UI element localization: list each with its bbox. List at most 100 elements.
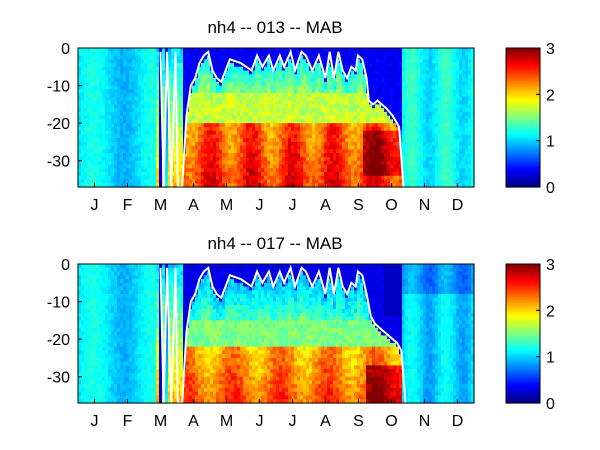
heatmap-cell	[270, 108, 274, 113]
heatmap-cell	[219, 104, 223, 109]
heatmap-cell	[291, 89, 295, 94]
heatmap-cell	[405, 78, 409, 83]
heatmap-cell	[420, 149, 424, 154]
heatmap-cell	[384, 153, 388, 158]
heatmap-cell	[195, 78, 199, 83]
heatmap-cell	[414, 183, 418, 188]
heatmap-cell	[408, 63, 412, 68]
heatmap-cell	[138, 149, 142, 154]
heatmap-cell	[396, 48, 400, 53]
heatmap-cell	[186, 160, 190, 166]
heatmap-cell	[294, 74, 298, 79]
heatmap-cell	[282, 123, 286, 128]
heatmap-cell	[144, 119, 148, 124]
heatmap-cell	[309, 145, 313, 151]
heatmap-cell	[378, 70, 382, 75]
heatmap-cell	[78, 74, 82, 79]
heatmap-cell	[105, 160, 109, 166]
heatmap-cell	[255, 66, 259, 72]
heatmap-cell	[99, 74, 103, 79]
heatmap-cell	[405, 138, 409, 143]
heatmap-cell	[417, 119, 421, 124]
heatmap-cell	[444, 130, 448, 136]
heatmap-cell	[312, 81, 316, 87]
heatmap-cell	[114, 141, 118, 147]
heatmap-cell	[234, 138, 238, 143]
heatmap-cell	[162, 78, 166, 83]
heatmap-cell	[384, 70, 388, 75]
heatmap-cell	[465, 156, 469, 162]
heatmap-cell	[372, 183, 376, 188]
heatmap-cell	[414, 63, 418, 68]
heatmap-cell	[261, 160, 265, 166]
heatmap-cell	[330, 85, 334, 90]
heatmap-cell	[180, 160, 184, 166]
heatmap-cell	[333, 156, 337, 162]
heatmap-cell	[276, 78, 280, 83]
heatmap-cell	[117, 164, 121, 169]
heatmap-cell	[471, 63, 475, 68]
heatmap-cell	[183, 179, 187, 184]
heatmap-cell	[465, 171, 469, 177]
heatmap-cell	[159, 119, 163, 124]
heatmap-cell	[111, 48, 115, 53]
heatmap-cell	[213, 168, 217, 173]
heatmap-cell	[273, 179, 277, 184]
heatmap-cell	[363, 168, 367, 173]
heatmap-cell	[462, 78, 466, 83]
heatmap-cell	[99, 59, 103, 64]
heatmap-cell	[432, 81, 436, 87]
heatmap-cell	[372, 149, 376, 154]
heatmap-cell	[111, 183, 115, 188]
heatmap-cell	[150, 160, 154, 166]
heatmap-cell	[129, 126, 133, 132]
heatmap-cell	[249, 108, 253, 113]
heatmap-cell	[219, 164, 223, 169]
heatmap-cell	[177, 70, 181, 75]
heatmap-cell	[270, 89, 274, 94]
heatmap-cell	[345, 115, 349, 120]
heatmap-cell	[216, 134, 220, 139]
heatmap-cell	[192, 70, 196, 75]
heatmap-cell	[438, 63, 442, 68]
heatmap-cell	[81, 138, 85, 143]
heatmap-cell	[180, 85, 184, 90]
heatmap-cell	[390, 145, 394, 151]
heatmap-cell	[432, 164, 436, 169]
heatmap-cell	[120, 175, 124, 181]
heatmap-cell	[378, 111, 382, 117]
heatmap-cell	[192, 111, 196, 117]
heatmap-cell	[198, 111, 202, 117]
heatmap-cell	[381, 93, 385, 98]
heatmap-cell	[288, 63, 292, 68]
heatmap-cell	[144, 89, 148, 94]
heatmap-cell	[444, 164, 448, 169]
heatmap-cell	[342, 108, 346, 113]
heatmap-cell	[219, 119, 223, 124]
heatmap-cell	[348, 134, 352, 139]
heatmap-cell	[153, 66, 157, 72]
heatmap-cell	[435, 153, 439, 158]
heatmap-cell	[312, 89, 316, 94]
heatmap-cell	[306, 81, 310, 87]
heatmap-cell	[327, 179, 331, 184]
heatmap-cell	[318, 74, 322, 79]
heatmap-cell	[276, 126, 280, 132]
heatmap-cell	[366, 145, 370, 151]
heatmap-cell	[228, 171, 232, 177]
heatmap-cell	[96, 134, 100, 139]
heatmap-cell	[264, 78, 268, 83]
heatmap-cell	[87, 93, 91, 98]
heatmap-cell	[114, 126, 118, 132]
heatmap-cell	[240, 156, 244, 162]
heatmap-cell	[192, 168, 196, 173]
heatmap-cell	[213, 104, 217, 109]
heatmap-cell	[102, 74, 106, 79]
heatmap-cell	[441, 160, 445, 166]
heatmap-cell	[180, 55, 184, 60]
heatmap-cell	[375, 134, 379, 139]
heatmap-cell	[411, 104, 415, 109]
heatmap-cell	[366, 149, 370, 154]
heatmap-cell	[102, 175, 106, 181]
heatmap-cell	[162, 63, 166, 68]
